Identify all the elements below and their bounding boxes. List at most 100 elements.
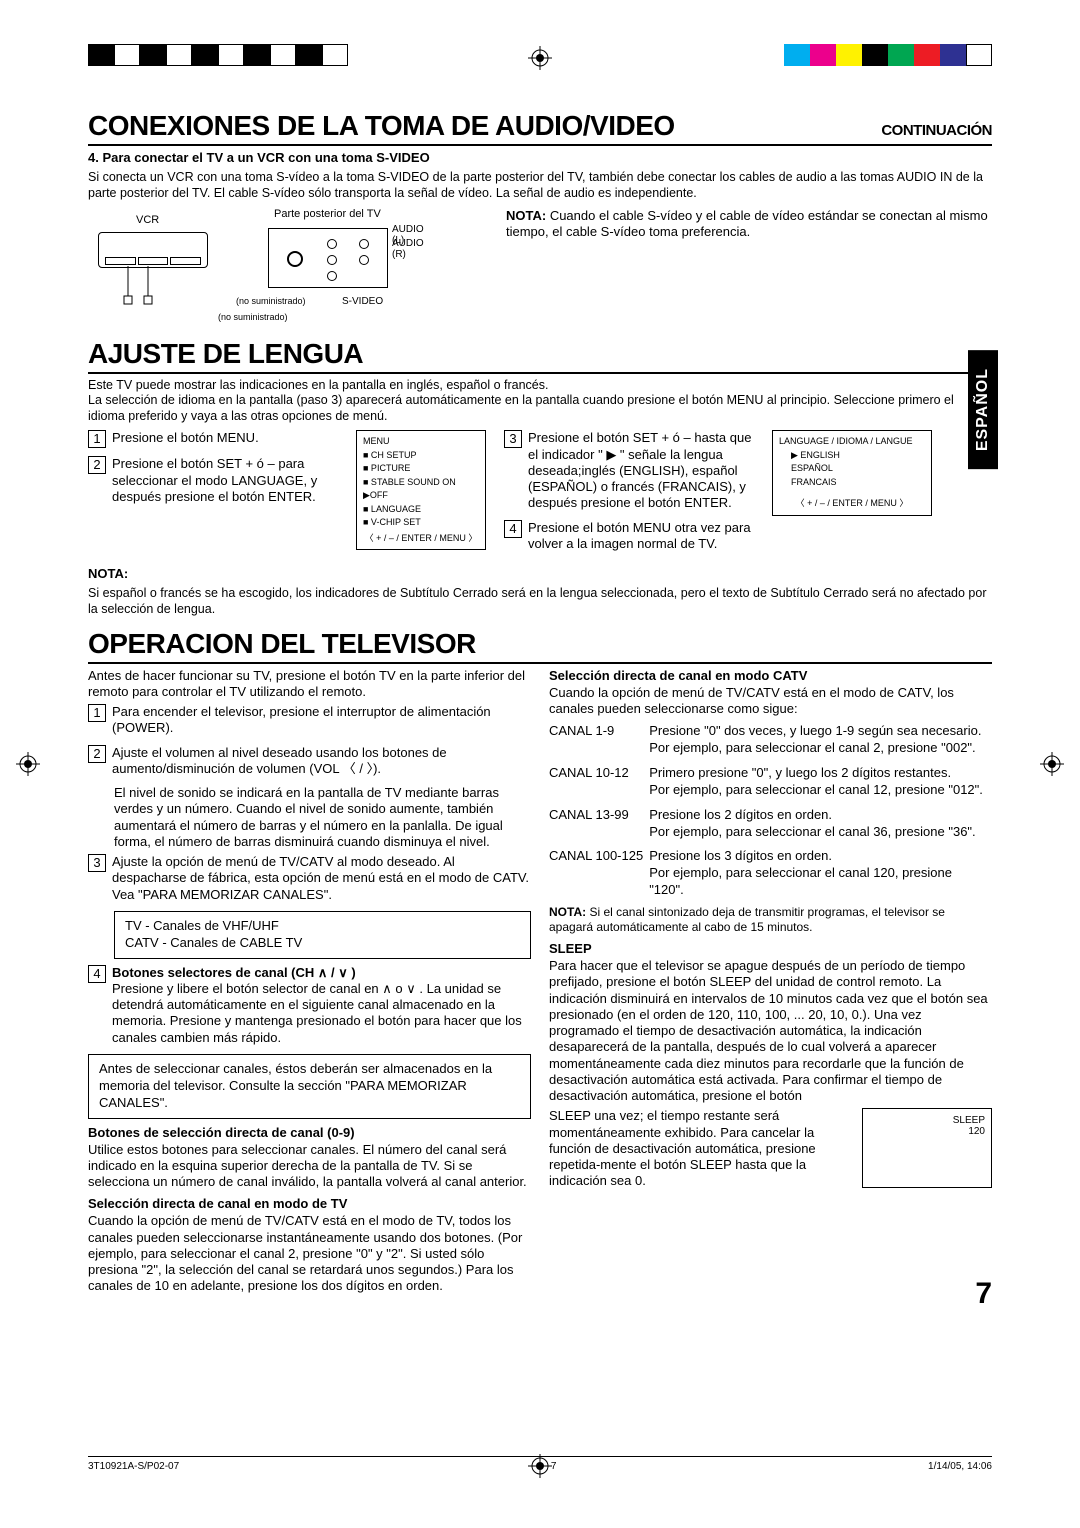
sec2-step3: 3 Presione el botón SET + ó – hasta que …: [504, 430, 754, 511]
section1-title: CONEXIONES DE LA TOMA DE AUDIO/VIDEO CON…: [88, 110, 992, 146]
sec3-catv-text: Cuando la opción de menú de TV/CATV está…: [549, 685, 992, 718]
catv-desc: Presione "0" dos veces, y luego 1-9 segú…: [649, 721, 992, 763]
cable-icon: [118, 266, 138, 306]
sec3-box1: TV - Canales de VHF/UHF CATV - Canales d…: [114, 911, 531, 959]
footer-right: 1/14/05, 14:06: [928, 1461, 992, 1472]
diagram-nosum1: (no suministrado): [236, 296, 306, 306]
connection-diagram: VCR Parte posterior del TV AUDIO (L) AU: [88, 208, 428, 328]
sec3-sleep-head: SLEEP: [549, 941, 992, 956]
diagram-nosum2: (no suministrado): [218, 312, 288, 322]
sec3-sleep-text: Para hacer que el televisor se apague de…: [549, 958, 992, 1104]
sec3-step4-text: Presione y libere el botón selector de c…: [112, 981, 522, 1045]
sec2-step1: 1 Presione el botón MENU.: [88, 430, 338, 448]
osd-menu-item: ■ LANGUAGE: [363, 503, 479, 517]
sec3-step2b: El nivel de sonido se indicará en la pan…: [114, 785, 531, 850]
page-content: ESPAÑOL CONEXIONES DE LA TOMA DE AUDIO/V…: [88, 110, 992, 1299]
sec3-step1-text: Para encender el televisor, presione el …: [112, 704, 531, 737]
diagram-vcr-box: [98, 232, 208, 268]
sec3-catv-note-text: Si el canal sintonizado deja de transmit…: [549, 905, 945, 934]
section1-note-label: NOTA:: [506, 208, 546, 223]
sec3-box2: Antes de seleccionar canales, éstos debe…: [88, 1054, 531, 1119]
sec3-catv-head: Selección directa de canal en modo CATV: [549, 668, 992, 683]
section1-note-text: Cuando el cable S-vídeo y el cable de ví…: [506, 208, 988, 239]
sec3-tvmode-head: Selección directa de canal en modo de TV: [88, 1196, 531, 1211]
table-row: CANAL 10-12Primero presione "0", y luego…: [549, 763, 992, 805]
sec2-step2: 2 Presione el botón SET + ó – para selec…: [88, 456, 338, 505]
osd-menu-item: ■ CH SETUP: [363, 449, 479, 463]
sec2-step1-text: Presione el botón MENU.: [112, 430, 338, 448]
sec3-step3-text: Ajuste la opción de menú de TV/CATV al m…: [112, 854, 531, 903]
sleep-label: SLEEP: [869, 1115, 985, 1126]
sec3-tvmode-text: Cuando la opción de menú de TV/CATV está…: [88, 1213, 531, 1294]
cable-icon: [138, 266, 158, 306]
page-footer: 3T10921A-S/P02-07 7 1/14/05, 14:06: [88, 1456, 992, 1472]
step-number: 4: [504, 520, 522, 538]
catv-desc: Primero presione "0", y luego los 2 dígi…: [649, 763, 992, 805]
section1-continuation: CONTINUACIÓN: [881, 122, 992, 139]
sec3-step1: 1 Para encender el televisor, presione e…: [88, 704, 531, 737]
osd-menu-title: LANGUAGE / IDIOMA / LANGUE: [779, 435, 925, 449]
catv-range: CANAL 1-9: [549, 721, 649, 763]
language-tab: ESPAÑOL: [968, 350, 998, 469]
step-number: 3: [504, 430, 522, 448]
sec3-direct-head: Botones de selección directa de canal (0…: [88, 1125, 531, 1140]
sec2-step2-text: Presione el botón SET + ó – para selecci…: [112, 456, 338, 505]
sec3-left-column: Antes de hacer funcionar su TV, presione…: [88, 668, 531, 1299]
section3-title: OPERACION DEL TELEVISOR: [88, 628, 992, 664]
sec3-catv-note: NOTA: Si el canal sintonizado deja de tr…: [549, 905, 992, 935]
diagram-tvback-box: [268, 228, 388, 288]
step-number: 4: [88, 965, 106, 983]
step-number: 1: [88, 704, 106, 722]
catv-desc: Presione los 2 dígitos en orden. Por eje…: [649, 805, 992, 847]
page-number: 7: [975, 1277, 992, 1311]
osd-menu-footer: 〈 + / – / ENTER / MENU 〉: [363, 532, 479, 546]
section1-note: NOTA: Cuando el cable S-vídeo y el cable…: [506, 208, 992, 241]
sec3-catv-note-label: NOTA:: [549, 905, 586, 919]
registration-colorbar-left: [88, 44, 348, 66]
sleep-osd-box: SLEEP 120: [862, 1108, 992, 1188]
sec2-step3-text: Presione el botón SET + ó – hasta que el…: [528, 430, 754, 511]
step-number: 3: [88, 854, 106, 872]
osd-menu-item: ▶ ENGLISH: [779, 449, 925, 463]
osd-menu-item: ■ PICTURE: [363, 462, 479, 476]
diagram-vcr-label: VCR: [136, 214, 159, 226]
diagram-audio-r: AUDIO (R): [392, 238, 428, 260]
sec3-step2: 2 Ajuste el volumen al nivel deseado usa…: [88, 745, 531, 778]
table-row: CANAL 13-99Presione los 2 dígitos en ord…: [549, 805, 992, 847]
osd-menu-language: LANGUAGE / IDIOMA / LANGUE ▶ ENGLISH ESP…: [772, 430, 932, 516]
registration-mark-left: [16, 752, 40, 776]
catv-desc: Presione los 3 dígitos en orden. Por eje…: [649, 846, 992, 905]
osd-menu-item: ■ STABLE SOUND ON ▶OFF: [363, 476, 479, 503]
section1-subhead: 4. Para conectar el TV a un VCR con una …: [88, 150, 992, 166]
registration-mark-right: [1040, 752, 1064, 776]
osd-menu-item: FRANCAIS: [779, 476, 925, 490]
sec3-step4: 4 Botones selectores de canal (CH ∧ / ∨ …: [88, 965, 531, 1046]
sec3-direct-text: Utilice estos botones para seleccionar c…: [88, 1142, 531, 1191]
table-row: CANAL 100-125Presione los 3 dígitos en o…: [549, 846, 992, 905]
sec2-step4: 4 Presione el botón MENU otra vez para v…: [504, 520, 754, 553]
sec3-step2-text: Ajuste el volumen al nivel deseado usand…: [112, 745, 531, 778]
catv-range: CANAL 100-125: [549, 846, 649, 905]
osd-menu-footer: 〈 + / – / ENTER / MENU 〉: [779, 497, 925, 511]
step-number: 1: [88, 430, 106, 448]
catv-table: CANAL 1-9Presione "0" dos veces, y luego…: [549, 721, 992, 905]
catv-range: CANAL 13-99: [549, 805, 649, 847]
section2-intro: Este TV puede mostrar las indicaciones e…: [88, 378, 992, 425]
osd-menu-item: ■ V-CHIP SET: [363, 516, 479, 530]
step-number: 2: [88, 456, 106, 474]
sec3-right-column: Selección directa de canal en modo CATV …: [549, 668, 992, 1299]
sec2-nota: Si español o francés se ha escogido, los…: [88, 586, 992, 617]
sec3-step3: 3 Ajuste la opción de menú de TV/CATV al…: [88, 854, 531, 903]
osd-menu-item: ESPAÑOL: [779, 462, 925, 476]
sec2-step4-text: Presione el botón MENU otra vez para vol…: [528, 520, 754, 553]
osd-menu-main: MENU ■ CH SETUP ■ PICTURE ■ STABLE SOUND…: [356, 430, 486, 550]
catv-range: CANAL 10-12: [549, 763, 649, 805]
table-row: CANAL 1-9Presione "0" dos veces, y luego…: [549, 721, 992, 763]
diagram-tvback-label: Parte posterior del TV: [274, 208, 381, 220]
sleep-value: 120: [869, 1126, 985, 1137]
registration-colorbar-right: [784, 44, 992, 66]
section1-paragraph: Si conecta un VCR con una toma S-vídeo a…: [88, 170, 992, 201]
diagram-svideo: S-VIDEO: [342, 296, 383, 307]
section2-title: AJUSTE DE LENGUA: [88, 338, 992, 374]
footer-left: 3T10921A-S/P02-07: [88, 1461, 179, 1472]
